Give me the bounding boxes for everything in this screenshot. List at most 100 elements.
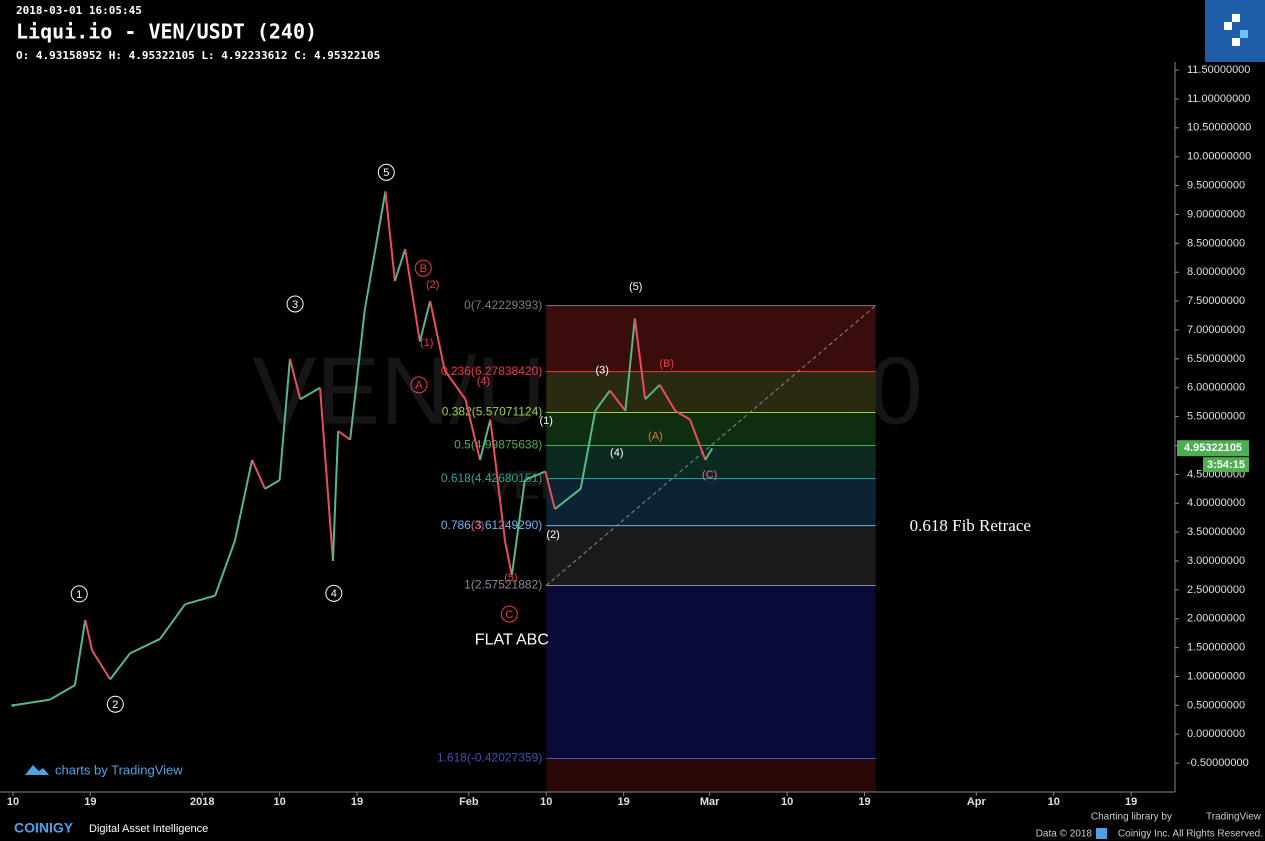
footer-rights: Coinigy Inc. All Rights Reserved. (1118, 829, 1263, 840)
price-segment (12, 698, 51, 707)
footer-data: Data © 2018 (1036, 829, 1093, 840)
wave-label: 2 (112, 699, 118, 711)
fib-band (546, 585, 876, 759)
wave-circle (414, 259, 432, 277)
x-tick-label: 10 (7, 796, 19, 808)
fib-band (546, 758, 876, 792)
x-tick-label: 19 (858, 796, 870, 808)
price-segment (464, 399, 482, 461)
wave-label: 5 (383, 167, 389, 179)
price-tag (1177, 440, 1249, 457)
x-tick-label: Apr (967, 796, 987, 808)
fib-label: 1(2.57521882) (464, 578, 542, 592)
fib-label: 1.618(-0.42027359) (437, 751, 542, 765)
wave-label: (1) (540, 415, 553, 427)
price-segment (510, 479, 526, 576)
price-tag-label: 4.95322105 (1184, 442, 1242, 454)
price-segment (594, 390, 611, 412)
wave-circle (106, 695, 124, 713)
chart-title: Liqui.io - VEN/USDT (240) (16, 20, 317, 44)
fib-label: 0.382(5.57071124) (442, 405, 543, 419)
wave-circle (410, 376, 428, 394)
wave-label: (4) (610, 447, 623, 459)
price-segment (319, 387, 334, 562)
fib-label: 0.786(3.61249290) (441, 518, 542, 532)
x-tick-label: Mar (700, 796, 720, 808)
x-tick-label: 19 (618, 796, 630, 808)
wave-label: (B) (659, 358, 674, 370)
price-segment (184, 594, 216, 606)
y-tick-label: 8.50000000 (1187, 237, 1245, 249)
x-tick-label: 10 (781, 796, 793, 808)
wave-label: 3 (292, 299, 298, 311)
wave-label: C (505, 609, 513, 621)
fib-label: 0.5(4.99875638) (454, 438, 542, 452)
fib-label: 0.618(4.42680151) (441, 471, 542, 485)
wave-label: B (420, 263, 427, 275)
price-segment (429, 300, 446, 371)
footer-icon (1096, 828, 1107, 839)
wave-circle (377, 163, 395, 181)
price-segment (524, 470, 546, 482)
footer-library: Charting library by (1091, 812, 1172, 823)
fib-trend (545, 305, 877, 586)
price-segment (129, 638, 161, 655)
x-tick-label: 10 (273, 796, 285, 808)
wave-label: 4 (331, 588, 337, 600)
y-tick-label: 9.00000000 (1187, 208, 1245, 220)
price-segment (384, 191, 396, 281)
fib-label: 0(7.42229393) (464, 298, 542, 312)
y-tick-label: 7.00000000 (1187, 324, 1245, 336)
y-tick-label: 0.00000000 (1187, 728, 1245, 740)
wave-circle (325, 584, 343, 602)
annotation: FLAT ABC (475, 631, 549, 648)
price-segment (554, 488, 582, 510)
y-tick-label: 7.50000000 (1187, 295, 1245, 307)
price-segment (331, 431, 340, 562)
wave-label: (2) (426, 279, 439, 291)
y-tick-label: -0.50000000 (1187, 757, 1249, 769)
x-tick-label: 10 (540, 796, 552, 808)
wave-label: (3) (595, 364, 608, 376)
price-segment (91, 649, 112, 680)
wave-label: (C) (702, 469, 717, 481)
price-segment (479, 419, 492, 461)
price-segment (658, 384, 677, 412)
y-tick-label: 10.00000000 (1187, 151, 1251, 163)
y-tick-label: 3.00000000 (1187, 555, 1245, 567)
price-segment (363, 191, 387, 310)
wave-circle (286, 295, 304, 313)
credit-icon (25, 765, 49, 775)
fib-band (546, 305, 876, 372)
wave-label: A (415, 380, 423, 392)
price-segment (644, 384, 661, 400)
fib-band (546, 478, 876, 526)
wave-label: 1 (76, 589, 82, 601)
wave-label: (5) (629, 281, 642, 293)
price-segment (404, 248, 421, 342)
wave-label: (3) (471, 520, 484, 532)
wave-label: (4) (477, 375, 490, 387)
y-tick-label: 6.50000000 (1187, 353, 1245, 365)
x-tick-label: 19 (84, 796, 96, 808)
y-tick-label: 8.00000000 (1187, 266, 1245, 278)
footer-library-name: TradingView (1206, 812, 1262, 823)
fib-label: 0.236(6.27838420) (441, 364, 542, 378)
price-segment (393, 248, 407, 282)
annotation: 0.618 Fib Retrace (910, 516, 1031, 535)
y-tick-label: 11.50000000 (1187, 64, 1250, 76)
price-segment (609, 390, 627, 412)
price-segment (337, 430, 351, 441)
logo-icon (1224, 14, 1248, 46)
price-segment (264, 479, 281, 490)
price-segment (159, 603, 186, 640)
footer-brand: COINIGY (14, 820, 74, 836)
y-tick-label: 1.50000000 (1187, 642, 1245, 654)
price-segment (233, 459, 254, 541)
price-segment (349, 309, 366, 440)
price-segment (214, 540, 236, 596)
countdown-box (1203, 457, 1249, 473)
price-segment (418, 300, 432, 342)
price-segment (544, 471, 556, 510)
